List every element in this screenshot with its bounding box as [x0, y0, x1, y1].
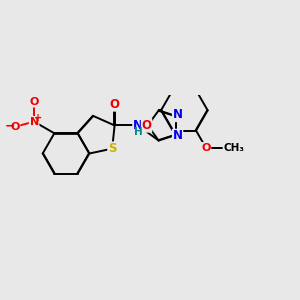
Text: CH₃: CH₃	[224, 143, 244, 153]
Text: O: O	[201, 143, 211, 153]
Text: O: O	[10, 122, 20, 132]
Text: +: +	[34, 113, 42, 123]
Text: −: −	[4, 119, 15, 132]
Text: N: N	[29, 117, 39, 127]
Text: O: O	[110, 98, 120, 111]
Text: N: N	[172, 129, 183, 142]
Text: N: N	[172, 109, 183, 122]
Text: N: N	[133, 119, 143, 132]
Text: O: O	[142, 119, 152, 132]
Text: H: H	[134, 127, 142, 137]
Text: O: O	[29, 97, 39, 107]
Text: S: S	[108, 142, 116, 155]
